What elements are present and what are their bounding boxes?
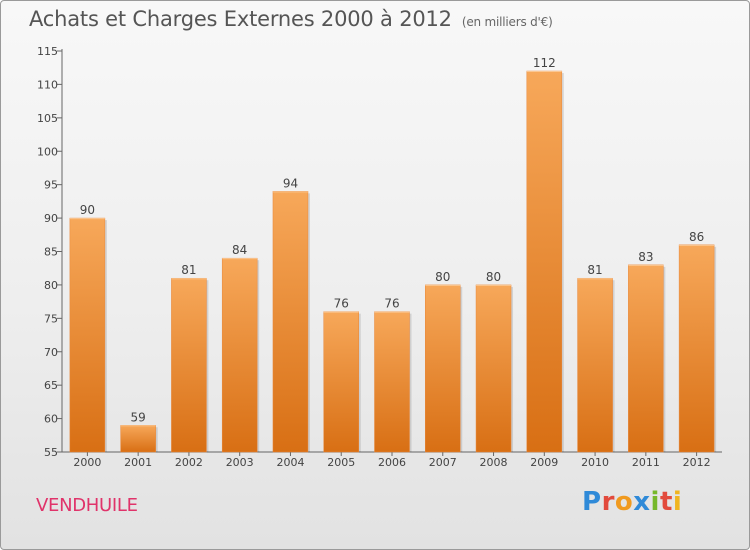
bar [425,284,461,453]
bar-value-label: 94 [283,176,298,190]
y-tick-label: 115 [37,45,58,58]
bar-value-label: 59 [131,410,146,424]
proxiti-logo: Proxiti [582,487,682,517]
y-tick-label: 105 [37,112,58,125]
logo-letter: i [672,487,683,517]
logo-letter: P [582,487,602,517]
bar-value-label: 90 [80,203,95,217]
bar-value-label: 81 [587,263,602,277]
bar-value-label: 83 [638,250,653,264]
x-tick-label: 2006 [378,456,406,469]
y-tick-label: 110 [37,78,58,91]
x-tick-label: 2012 [683,456,711,469]
logo-letter: o [614,487,634,517]
chart-title: Achats et Charges Externes 2000 à 2012 (e… [29,7,553,31]
x-tick-label: 2010 [581,456,609,469]
bar-value-label: 80 [486,270,501,284]
bar-value-label: 76 [334,297,349,311]
logo-letter: i [650,487,660,517]
bar [323,311,359,453]
chart-labels: 90 2000 59 2001 81 2002 84 2003 94 2004 76 2005 76 20… [73,56,710,469]
logo-letter: x [633,487,651,517]
bar [475,284,512,453]
chart-bars [69,70,717,453]
bar [221,257,258,453]
bar [120,425,156,453]
x-tick-label: 2000 [73,456,101,469]
x-tick-label: 2001 [124,456,152,469]
bar-value-label: 80 [435,270,450,284]
bar-value-label: 84 [232,243,247,257]
y-tick-label: 95 [44,179,58,192]
x-tick-label: 2005 [327,456,355,469]
x-tick-label: 2009 [530,456,558,469]
logo-letter: r [601,487,615,517]
y-tick-label: 65 [44,379,58,392]
chart-subtitle: (en milliers d'€) [461,15,553,29]
bar [577,277,613,453]
x-tick-label: 2007 [429,456,457,469]
x-tick-label: 2003 [226,456,254,469]
bar [678,244,715,453]
y-tick-label: 100 [37,145,58,158]
y-tick-label: 70 [44,346,58,359]
bar-value-label: 86 [689,230,704,244]
y-tick-label: 55 [44,446,58,459]
bar [171,277,207,453]
chart-axes: 55 60 65 70 75 80 85 90 95 100 105 110 115 [37,45,722,459]
y-tick-label: 75 [44,312,58,325]
y-tick-label: 80 [44,279,58,292]
y-tick-label: 90 [44,212,58,225]
y-tick-label: 85 [44,246,58,259]
bar-value-label: 76 [384,297,399,311]
x-tick-label: 2008 [480,456,508,469]
chart-title-text: Achats et Charges Externes 2000 à 2012 [29,7,452,31]
bar [69,217,106,453]
bar-value-label: 81 [181,263,196,277]
bar-value-label: 112 [533,56,556,70]
bar [272,191,309,453]
commune-name: VENDHUILE [36,495,138,516]
bar [526,70,563,453]
x-tick-label: 2002 [175,456,203,469]
logo-letter: t [659,487,673,517]
x-tick-label: 2011 [632,456,660,469]
bar [628,264,664,453]
y-tick-label: 60 [44,413,58,426]
bar [374,311,410,453]
x-tick-label: 2004 [276,456,304,469]
